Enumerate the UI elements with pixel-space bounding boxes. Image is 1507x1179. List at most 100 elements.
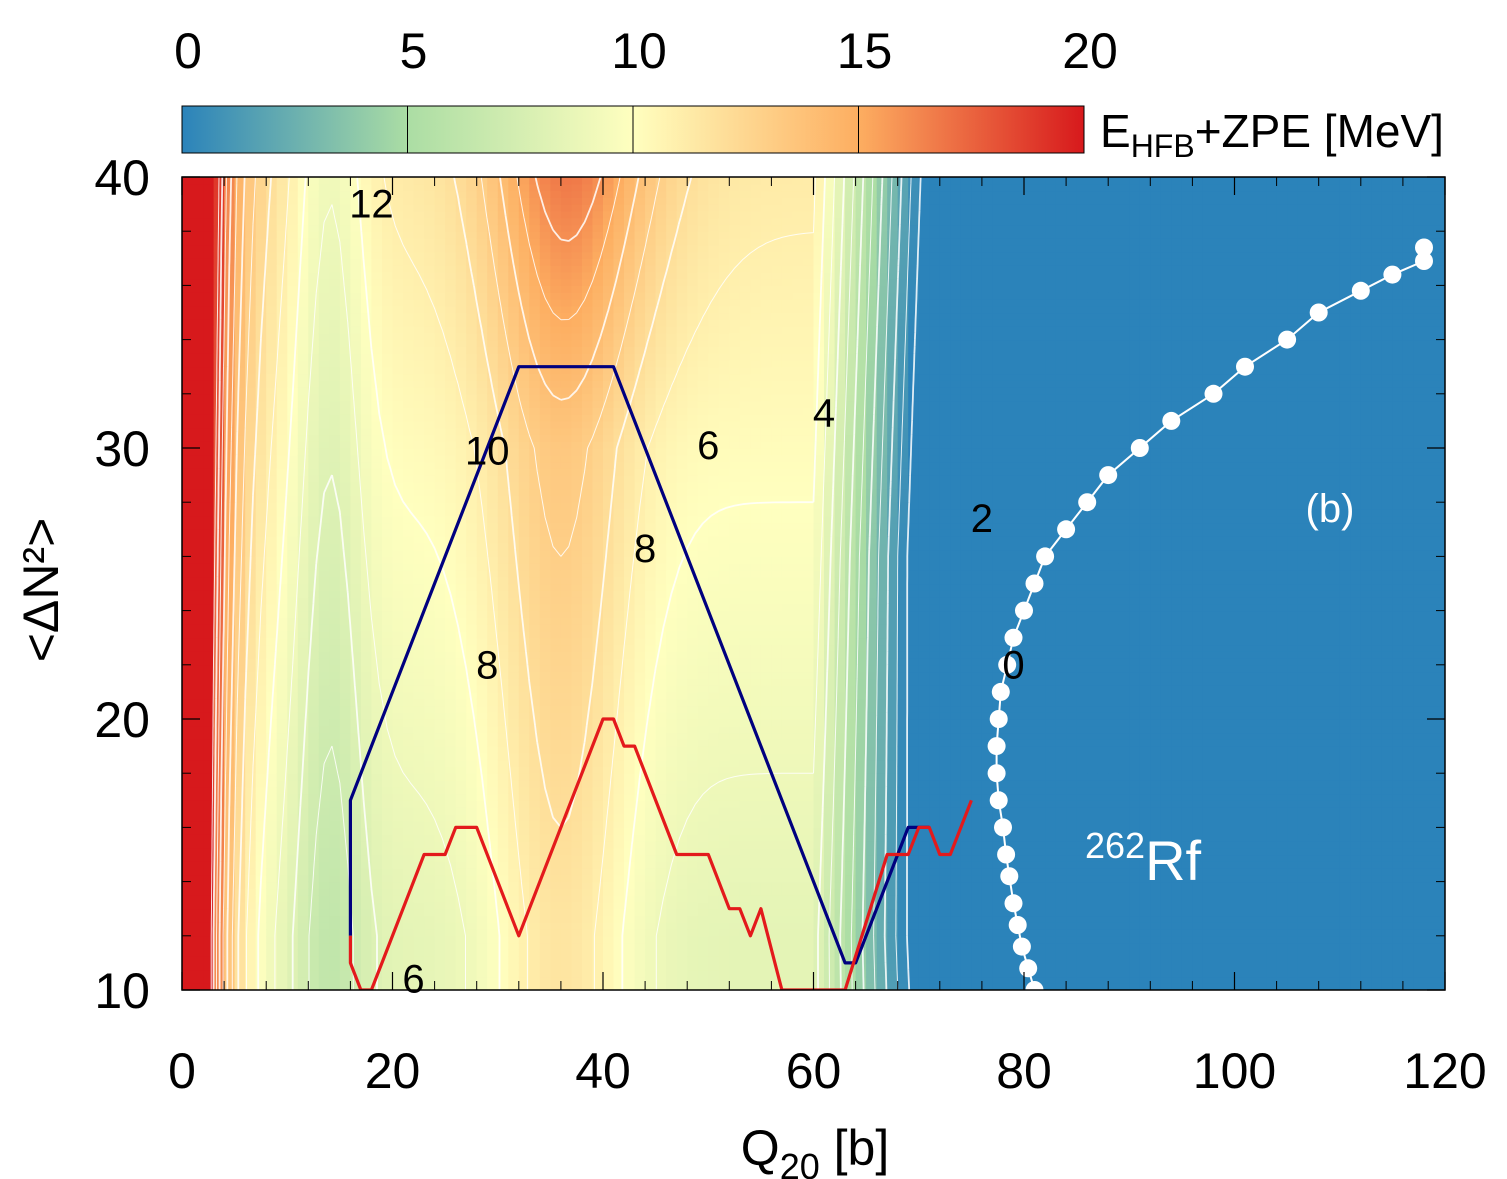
heatmap-cell (393, 868, 404, 875)
heatmap-cell (182, 468, 193, 475)
heatmap-cell (550, 699, 561, 706)
heatmap-cell (561, 685, 572, 692)
heatmap-cell (498, 556, 509, 563)
heatmap-cell (477, 922, 488, 929)
heatmap-cell (456, 916, 467, 923)
heatmap-cell (403, 868, 414, 875)
heatmap-cell (582, 543, 593, 550)
heatmap-cell (498, 814, 509, 821)
heatmap-cell (519, 495, 530, 502)
heatmap-cell (298, 909, 309, 916)
heatmap-cell (529, 665, 540, 672)
heatmap-cell (571, 556, 582, 563)
heatmap-cell (203, 238, 214, 245)
heatmap-cell (203, 929, 214, 936)
heatmap-cell (393, 570, 404, 577)
heatmap-cell (287, 495, 298, 502)
heatmap-cell (519, 943, 530, 950)
heatmap-cell (456, 712, 467, 719)
heatmap-cell (498, 184, 509, 191)
heatmap-cell (319, 766, 330, 773)
heatmap-cell (445, 665, 456, 672)
heatmap-cell (550, 888, 561, 895)
heatmap-cell (498, 780, 509, 787)
heatmap-cell (445, 333, 456, 340)
heatmap-cell (308, 292, 319, 299)
heatmap-cell (508, 970, 519, 977)
heatmap-cell (593, 611, 604, 618)
heatmap-cell (393, 360, 404, 367)
heatmap-cell (403, 380, 414, 387)
heatmap-cell (603, 509, 614, 516)
heatmap-cell (477, 617, 488, 624)
heatmap-cell (540, 258, 551, 265)
heatmap-cell (340, 645, 351, 652)
heatmap-cell (329, 279, 340, 286)
heatmap-cell (498, 495, 509, 502)
heatmap-cell (298, 353, 309, 360)
heatmap-cell (277, 401, 288, 408)
heatmap-cell (519, 340, 530, 347)
heatmap-cell (382, 319, 393, 326)
heatmap-cell (329, 590, 340, 597)
heatmap-cell (540, 543, 551, 550)
heatmap-cell (571, 570, 582, 577)
heatmap-cell (329, 380, 340, 387)
heatmap-cell (435, 814, 446, 821)
heatmap-cell (340, 658, 351, 665)
heatmap-cell (245, 855, 256, 862)
heatmap-cell (414, 949, 425, 956)
heatmap-cell (319, 861, 330, 868)
heatmap-cell (329, 645, 340, 652)
heatmap-cell (214, 340, 225, 347)
heatmap-cell (382, 882, 393, 889)
heatmap-cell (466, 909, 477, 916)
heatmap-cell (414, 360, 425, 367)
heatmap-cell (435, 414, 446, 421)
heatmap-cell (361, 577, 372, 584)
heatmap-cell (287, 482, 298, 489)
heatmap-cell (424, 211, 435, 218)
heatmap-cell (519, 441, 530, 448)
heatmap-cell (593, 834, 604, 841)
heatmap-cell (266, 631, 277, 638)
heatmap-cell (456, 719, 467, 726)
heatmap-cell (308, 882, 319, 889)
heatmap-cell (487, 333, 498, 340)
heatmap-cell (403, 766, 414, 773)
heatmap-cell (445, 936, 456, 943)
heatmap-cell (603, 265, 614, 272)
heatmap-cell (193, 495, 204, 502)
heatmap-cell (582, 916, 593, 923)
heatmap-cell (593, 909, 604, 916)
heatmap-cell (182, 204, 193, 211)
heatmap-cell (519, 773, 530, 780)
heatmap-cell (382, 380, 393, 387)
heatmap-cell (519, 523, 530, 530)
heatmap-cell (582, 800, 593, 807)
heatmap-cell (308, 468, 319, 475)
heatmap-cell (403, 543, 414, 550)
heatmap-cell (308, 523, 319, 530)
heatmap-cell (308, 807, 319, 814)
heatmap-cell (561, 665, 572, 672)
heatmap-cell (235, 821, 246, 828)
heatmap-cell (456, 760, 467, 767)
heatmap-cell (582, 963, 593, 970)
heatmap-cell (519, 706, 530, 713)
heatmap-cell (529, 197, 540, 204)
heatmap-cell (256, 434, 267, 441)
heatmap-cell (371, 475, 382, 482)
heatmap-cell (266, 258, 277, 265)
heatmap-cell (614, 882, 625, 889)
heatmap-cell (340, 401, 351, 408)
heatmap-cell (435, 699, 446, 706)
heatmap-cell (382, 495, 393, 502)
heatmap-cell (350, 360, 361, 367)
heatmap-cell (245, 773, 256, 780)
heatmap-cell (445, 401, 456, 408)
heatmap-cell (350, 245, 361, 252)
heatmap-cell (529, 590, 540, 597)
heatmap-cell (445, 617, 456, 624)
heatmap-cell (445, 780, 456, 787)
